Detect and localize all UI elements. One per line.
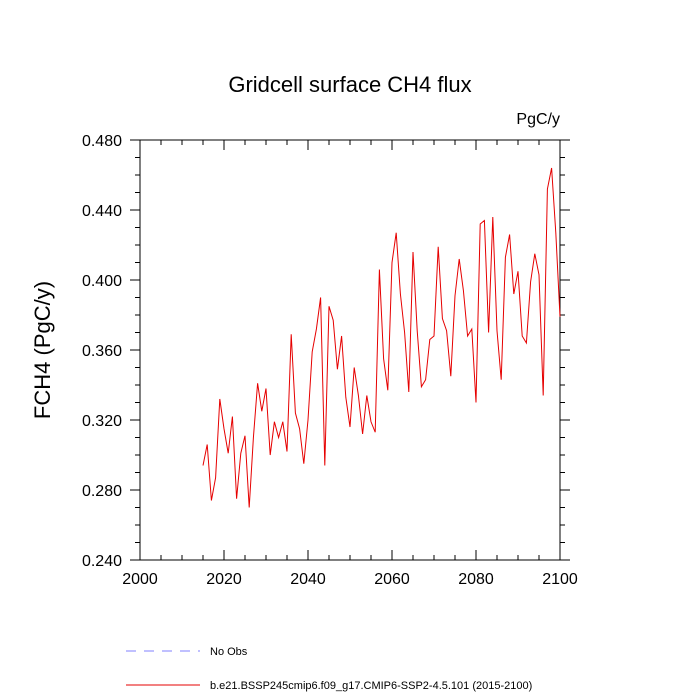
x-tick-label: 2020 xyxy=(206,571,242,588)
x-tick-label: 2000 xyxy=(122,571,158,588)
series-layer xyxy=(202,167,561,508)
x-tick-label: 2060 xyxy=(374,571,410,588)
y-tick-label: 0.320 xyxy=(82,413,122,430)
x-tick-label: 2080 xyxy=(458,571,494,588)
y-tick-label: 0.400 xyxy=(82,273,122,290)
chart-title: Gridcell surface CH4 flux xyxy=(228,72,471,97)
y-tick-label: 0.360 xyxy=(82,343,122,360)
y-tick-label: 0.240 xyxy=(82,553,122,570)
legend-label: b.e21.BSSP245cmip6.f09_g17.CMIP6-SSP2-4.… xyxy=(210,680,532,692)
y-tick-label: 0.280 xyxy=(82,483,122,500)
axis-ticks: 2000 2020 2040 2060 2080 2100 0.240 0.280 0.320 0… xyxy=(82,133,578,588)
units-label: PgC/y xyxy=(516,111,560,128)
y-tick-label: 0.440 xyxy=(82,203,122,220)
y-tick-label: 0.480 xyxy=(82,133,122,150)
plot-frame xyxy=(139,139,561,561)
legend: No Obs b.e21.BSSP245cmip6.f09_g17.CMIP6-S… xyxy=(126,646,532,692)
series-line xyxy=(202,167,561,508)
x-tick-label: 2100 xyxy=(542,571,578,588)
legend-label: No Obs xyxy=(210,646,248,658)
y-axis-label: FCH4 (PgC/y) xyxy=(30,281,55,419)
x-tick-label: 2040 xyxy=(290,571,326,588)
